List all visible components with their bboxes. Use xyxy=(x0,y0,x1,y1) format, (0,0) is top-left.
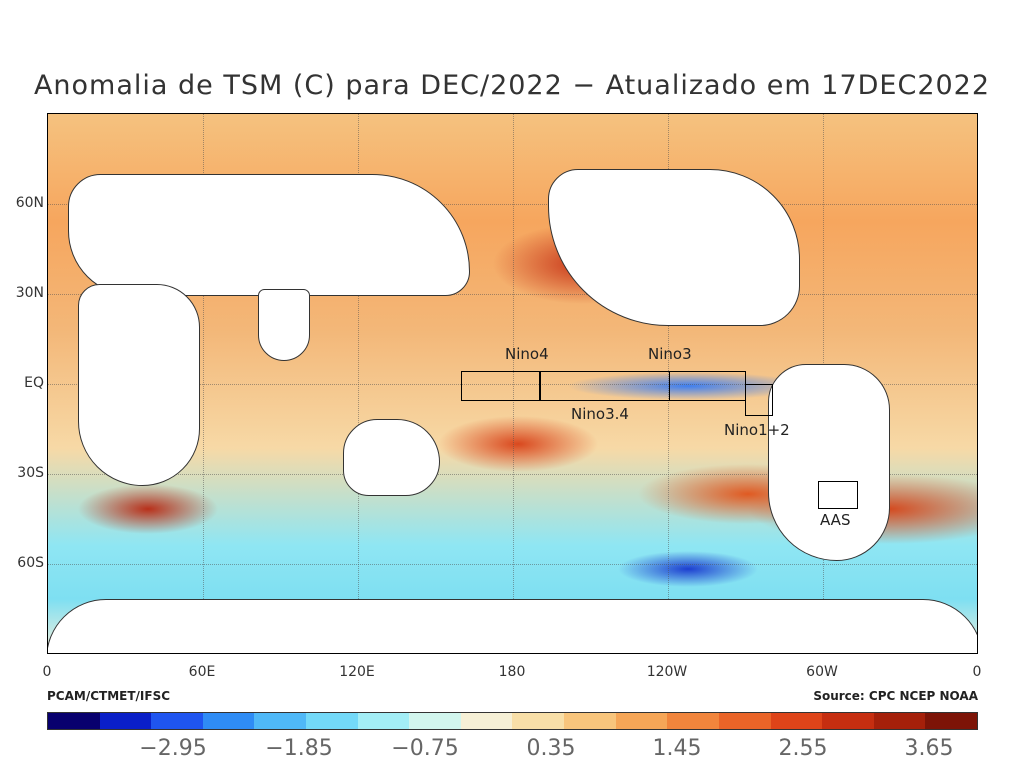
colorbar-label: 2.55 xyxy=(778,736,828,761)
ytick-eq: EQ xyxy=(24,375,44,391)
landmass-eurasia xyxy=(68,174,470,296)
colorbar-swatch xyxy=(202,713,255,729)
landmass-south-america xyxy=(768,364,890,561)
colorbar-label: 1.45 xyxy=(652,736,702,761)
gridline xyxy=(513,114,514,653)
colorbar-label: −1.85 xyxy=(265,736,333,761)
aas-label: AAS xyxy=(820,511,851,529)
xtick-60e: 60E xyxy=(188,664,216,680)
colorbar-swatch xyxy=(48,713,100,729)
colorbar-swatch xyxy=(254,713,307,729)
colorbar-swatch xyxy=(564,713,616,729)
colorbar-swatch xyxy=(822,713,874,729)
xtick-180: 180 xyxy=(498,664,526,680)
ytick-30n: 30N xyxy=(15,285,44,301)
nino4-label: Nino4 xyxy=(505,345,549,363)
credit-left: PCAM/CTMET/IFSC xyxy=(47,689,171,703)
gridline xyxy=(48,384,977,385)
gridline xyxy=(203,114,204,653)
nino12-box xyxy=(745,384,773,416)
xtick-0: 0 xyxy=(42,664,52,680)
aas-box xyxy=(818,481,858,509)
nino3-label: Nino3 xyxy=(648,345,692,363)
colorbar-swatch xyxy=(512,713,565,729)
colorbar-swatch xyxy=(718,713,771,729)
colorbar-label: −2.95 xyxy=(139,736,207,761)
colorbar-swatch xyxy=(460,713,513,729)
colorbar-swatch xyxy=(615,713,668,729)
nino3-box xyxy=(590,371,746,401)
gridline xyxy=(48,294,977,295)
colorbar-swatch xyxy=(667,713,719,729)
colorbar xyxy=(47,712,978,730)
landmass-africa xyxy=(78,284,200,486)
gridline xyxy=(48,564,977,565)
nino12-label: Nino1+2 xyxy=(724,421,790,439)
landmass-north-america xyxy=(548,169,800,326)
sst-anomaly-map: Nino4 Nino3 Nino3.4 Nino1+2 AAS xyxy=(47,113,978,654)
colorbar-swatch xyxy=(409,713,461,729)
xtick-60w: 60W xyxy=(806,664,838,680)
colorbar-swatch xyxy=(770,713,823,729)
gridline xyxy=(668,114,669,653)
credit-right: Source: CPC NCEP NOAA xyxy=(813,689,978,703)
nino4-box xyxy=(461,371,541,401)
chart-title: Anomalia de TSM (C) para DEC/2022 − Atua… xyxy=(33,70,991,101)
ytick-60n: 60N xyxy=(15,195,44,211)
nino34-label: Nino3.4 xyxy=(571,405,629,423)
colorbar-swatch xyxy=(925,713,977,729)
gridline xyxy=(358,114,359,653)
xtick-0-end: 0 xyxy=(972,664,982,680)
gridline xyxy=(48,474,977,475)
colorbar-swatch xyxy=(873,713,926,729)
landmass-india xyxy=(258,289,310,361)
xtick-120w: 120W xyxy=(646,664,688,680)
colorbar-swatch xyxy=(306,713,358,729)
colorbar-swatch xyxy=(151,713,203,729)
colorbar-label: 0.35 xyxy=(526,736,576,761)
gridline xyxy=(48,204,977,205)
colorbar-swatch xyxy=(99,713,152,729)
xtick-120e: 120E xyxy=(339,664,375,680)
landmass-australia xyxy=(343,419,440,496)
colorbar-swatch xyxy=(357,713,410,729)
ytick-30s: 30S xyxy=(17,465,44,481)
colorbar-label: 3.65 xyxy=(904,736,954,761)
colorbar-label: −0.75 xyxy=(391,736,459,761)
ytick-60s: 60S xyxy=(17,555,44,571)
landmass-antarctica xyxy=(48,599,977,653)
